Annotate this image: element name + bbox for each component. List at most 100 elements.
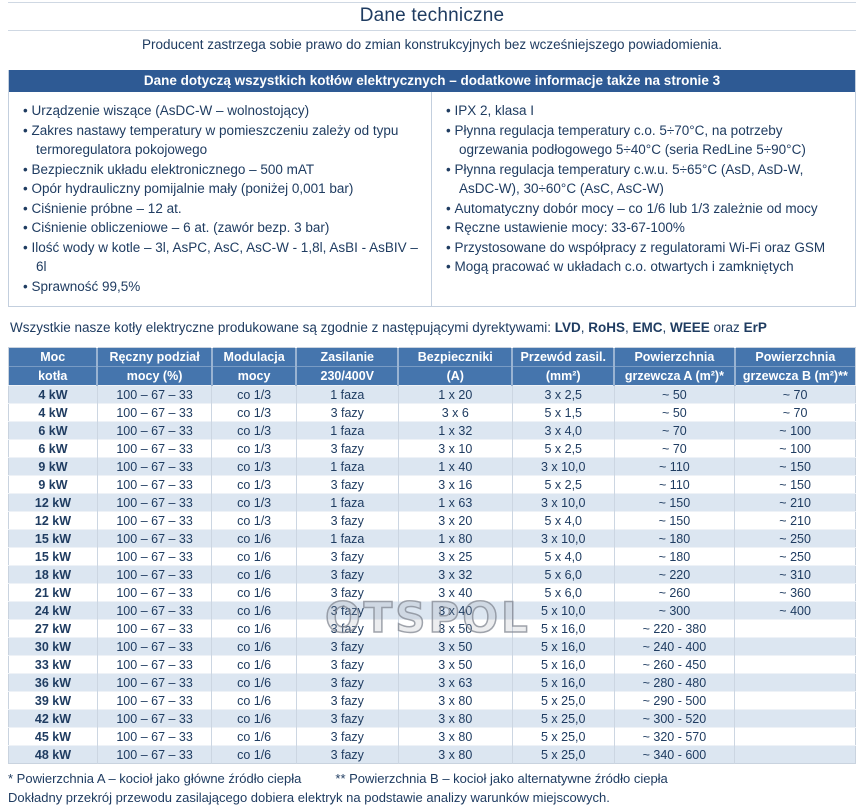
table-cell: 3 x 80 xyxy=(397,691,513,710)
directive-name: RoHS xyxy=(588,320,625,335)
table-cell: ~ 300 xyxy=(613,601,735,620)
table-cell: ~ 180 xyxy=(613,547,735,566)
table-row: 12 kW 100 – 67 – 33 co 1/3 3 fazy 3 x 20 5 x … xyxy=(8,511,856,530)
spec-header-row: Moc kotła Ręczny podział mocy (%) Modulacja m… xyxy=(8,347,856,386)
table-cell: 1 x 63 xyxy=(397,493,513,512)
info-column-left: Urządzenie wiszące (AsDC-W – wolnostojąc… xyxy=(9,92,432,306)
info-column-right: IPX 2, klasa IPłynna regulacja temperatu… xyxy=(432,92,855,306)
spec-column-header: Modulacja mocy xyxy=(210,347,297,386)
table-cell: 12 kW xyxy=(34,513,72,528)
table-cell: ~ 310 xyxy=(734,565,856,584)
table-cell: co 1/6 xyxy=(211,673,297,692)
table-cell: co 1/6 xyxy=(211,691,297,710)
table-cell: ~ 240 - 400 xyxy=(613,637,735,656)
directive-name: ErP xyxy=(743,320,767,335)
table-cell: ~ 210 xyxy=(734,493,856,512)
table-row: 12 kW 100 – 67 – 33 co 1/3 1 faza 1 x 63 3 x … xyxy=(8,493,856,512)
table-cell: 3 fazy xyxy=(295,403,399,422)
table-cell: 5 x 25,0 xyxy=(511,745,615,764)
info-columns: Urządzenie wiszące (AsDC-W – wolnostojąc… xyxy=(9,92,855,306)
table-cell: 1 x 40 xyxy=(397,457,513,476)
table-cell: 1 x 80 xyxy=(397,529,513,548)
page-title: Dane techniczne xyxy=(359,5,505,26)
info-box: Dane dotyczą wszystkich kotłów elektrycz… xyxy=(8,70,856,307)
table-cell: co 1/3 xyxy=(211,511,297,530)
table-cell: co 1/6 xyxy=(211,727,297,746)
table-cell: 5 x 25,0 xyxy=(511,727,615,746)
table-cell: 100 – 67 – 33 xyxy=(96,529,212,548)
table-cell: 3 fazy xyxy=(295,475,399,494)
info-bullet-item: Ciśnienie obliczeniowe – 6 at. (zawór be… xyxy=(23,218,421,238)
info-bullet-item: Sprawność 99,5% xyxy=(23,277,421,297)
table-cell: 100 – 67 – 33 xyxy=(96,619,212,638)
table-cell: 100 – 67 – 33 xyxy=(96,385,212,404)
table-cell: 15 kW xyxy=(34,549,72,564)
table-cell: 48 kW xyxy=(34,747,72,762)
table-cell: ~ 150 xyxy=(734,475,856,494)
table-cell: 3 x 50 xyxy=(397,655,513,674)
table-cell: ~ 250 xyxy=(734,529,856,548)
table-cell: 39 kW xyxy=(34,693,72,708)
info-right-bullet-list: IPX 2, klasa IPłynna regulacja temperatu… xyxy=(446,101,845,277)
table-cell: 3 fazy xyxy=(295,601,399,620)
table-cell xyxy=(734,637,856,656)
table-cell: 1 faza xyxy=(295,421,399,440)
footnote-a: * Powierzchnia A – kocioł jako główne źr… xyxy=(8,771,302,786)
table-cell: ~ 70 xyxy=(613,439,735,458)
spec-column-header-line2: mocy (%) xyxy=(98,366,211,385)
table-cell: 3 fazy xyxy=(295,691,399,710)
spec-column-header-line1: Bezpieczniki xyxy=(417,350,493,364)
table-row: 33 kW 100 – 67 – 33 co 1/6 3 fazy 3 x 50 5 x … xyxy=(8,655,856,674)
table-cell: 100 – 67 – 33 xyxy=(96,727,212,746)
table-cell: 3 fazy xyxy=(295,619,399,638)
directive-name: WEEE xyxy=(670,320,710,335)
table-cell: 100 – 67 – 33 xyxy=(96,439,212,458)
table-cell: 100 – 67 – 33 xyxy=(96,565,212,584)
directives-text: , xyxy=(625,320,633,335)
table-cell: ~ 110 xyxy=(613,457,735,476)
table-cell: 3 x 50 xyxy=(397,637,513,656)
table-cell: 3 fazy xyxy=(295,511,399,530)
info-bullet-item: Płynna regulacja temperatury c.o. 5÷70°C… xyxy=(446,121,845,160)
table-cell: 100 – 67 – 33 xyxy=(96,511,212,530)
table-cell: 3 x 10,0 xyxy=(511,493,615,512)
table-cell: 3 fazy xyxy=(295,673,399,692)
table-cell: 33 kW xyxy=(34,657,72,672)
footnotes: * Powierzchnia A – kocioł jako główne źr… xyxy=(8,764,856,807)
table-cell: 5 x 16,0 xyxy=(511,619,615,638)
spec-column-header-line1: Modulacja xyxy=(223,350,285,364)
spec-column-header-line2: (mm²) xyxy=(513,366,614,385)
table-cell: co 1/3 xyxy=(211,457,297,476)
table-cell: 24 kW xyxy=(34,603,72,618)
table-cell: ~ 320 - 570 xyxy=(613,727,735,746)
table-cell: ~ 220 - 380 xyxy=(613,619,735,638)
info-bullet-item: IPX 2, klasa I xyxy=(446,101,845,121)
table-cell: 3 x 40 xyxy=(397,601,513,620)
table-cell: 36 kW xyxy=(34,675,72,690)
table-cell: 3 fazy xyxy=(295,727,399,746)
directives-text: Wszystkie nasze kotły elektryczne produk… xyxy=(10,320,555,335)
table-cell: ~ 360 xyxy=(734,583,856,602)
table-cell xyxy=(734,619,856,638)
directives-text: , xyxy=(662,320,671,335)
table-cell: 3 x 2,5 xyxy=(511,385,615,404)
table-cell: 3 x 10,0 xyxy=(511,529,615,548)
footnote-line-1: * Powierzchnia A – kocioł jako główne źr… xyxy=(8,769,856,788)
table-row: 6 kW 100 – 67 – 33 co 1/3 3 fazy 3 x 10 5 x 2… xyxy=(8,439,856,458)
table-cell: 15 kW xyxy=(34,531,72,546)
table-row: 30 kW 100 – 67 – 33 co 1/6 3 fazy 3 x 50 5 x … xyxy=(8,637,856,656)
spec-column-header-line2: (A) xyxy=(399,366,512,385)
table-cell: 6 kW xyxy=(38,423,68,438)
table-cell xyxy=(734,727,856,746)
table-cell: 3 x 10,0 xyxy=(511,457,615,476)
table-cell: 3 fazy xyxy=(295,637,399,656)
table-cell: 100 – 67 – 33 xyxy=(96,493,212,512)
table-cell: 3 fazy xyxy=(295,583,399,602)
table-cell: 3 x 80 xyxy=(397,727,513,746)
table-cell: 100 – 67 – 33 xyxy=(96,745,212,764)
table-row: 4 kW 100 – 67 – 33 co 1/3 1 faza 1 x 20 3 x 2… xyxy=(8,385,856,404)
table-cell: 100 – 67 – 33 xyxy=(96,421,212,440)
table-cell: 1 faza xyxy=(295,457,399,476)
table-cell: 1 x 32 xyxy=(397,421,513,440)
table-cell: 5 x 4,0 xyxy=(511,511,615,530)
